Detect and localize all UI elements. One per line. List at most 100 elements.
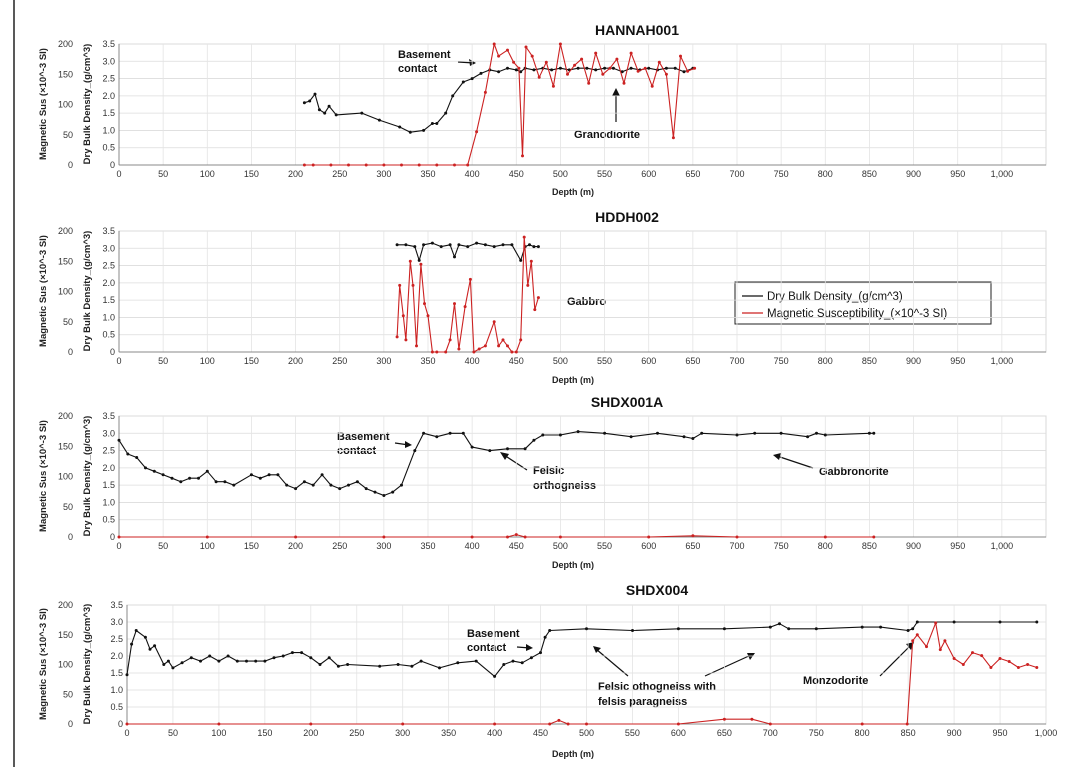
point-density <box>501 243 505 247</box>
point-susceptibility <box>506 344 509 348</box>
x-tick-label: 200 <box>303 728 318 738</box>
point-density <box>466 245 470 249</box>
y-tick-density: 1.5 <box>102 480 115 490</box>
point-susceptibility <box>523 535 527 539</box>
point-density <box>355 480 359 484</box>
point-density <box>506 447 509 451</box>
arrow-felsic-oth-2 <box>704 654 752 677</box>
point-susceptibility <box>679 54 682 58</box>
point-susceptibility <box>430 350 434 354</box>
x-tick-label: 750 <box>774 356 789 366</box>
point-susceptibility <box>457 347 461 351</box>
point-density <box>417 258 421 262</box>
point-susceptibility <box>693 66 697 70</box>
point-susceptibility <box>483 344 487 348</box>
y-tick-density: 2.5 <box>110 634 123 644</box>
point-density <box>214 480 218 484</box>
point-susceptibility <box>401 314 405 318</box>
point-density <box>161 473 165 477</box>
point-susceptibility <box>506 535 509 539</box>
point-density <box>461 431 465 435</box>
annotation-basement-line1: Basement <box>398 49 451 61</box>
x-tick-label: 150 <box>244 541 259 551</box>
x-tick-label: 50 <box>158 541 168 551</box>
y-tick-density: 0.5 <box>102 143 115 153</box>
point-density <box>208 654 212 658</box>
point-density <box>126 452 130 456</box>
point-density <box>911 627 915 631</box>
p2-xlabel: Depth (m) <box>552 560 594 570</box>
point-density <box>347 483 350 487</box>
point-susceptibility <box>551 84 555 88</box>
point-density <box>373 490 377 494</box>
point-density <box>879 625 883 629</box>
x-tick-label: 0 <box>124 728 129 738</box>
point-density <box>318 663 322 666</box>
point-density <box>413 449 417 453</box>
point-density <box>144 466 147 470</box>
y-tick-density: 2.5 <box>102 446 115 456</box>
point-density <box>998 620 1002 624</box>
point-density <box>302 480 306 484</box>
point-susceptibility <box>294 535 298 539</box>
annotation-felsic-oth-line1: Felsic othogneiss with <box>598 681 716 693</box>
x-tick-label: 300 <box>376 541 391 551</box>
x-tick-label: 750 <box>774 169 789 179</box>
point-susceptibility <box>971 651 974 655</box>
point-density <box>488 449 492 453</box>
point-susceptibility <box>415 344 418 348</box>
point-density <box>235 659 239 663</box>
x-tick-label: 400 <box>465 169 480 179</box>
annotation-basement-line2-p2: contact <box>337 445 376 457</box>
arrow-felsic-oth-1 <box>595 648 629 677</box>
point-density <box>543 635 547 639</box>
line-density <box>304 67 694 133</box>
point-density <box>451 94 455 98</box>
y-tick-sus: 200 <box>58 226 73 236</box>
y-tick-sus: 0 <box>68 347 73 357</box>
point-susceptibility <box>475 130 479 134</box>
point-susceptibility <box>522 235 526 239</box>
series-susceptibility <box>302 42 697 167</box>
y-tick-sus: 200 <box>58 411 73 421</box>
point-density <box>691 437 695 440</box>
p3-ylabel-density: Dry Bulk Density_(g/cm^3) <box>82 604 93 725</box>
p0-ylabel-sus: Magnetic Sus (×10^-3 SI) <box>38 48 49 160</box>
point-density <box>130 642 134 646</box>
x-tick-label: 950 <box>950 541 965 551</box>
arrow-gabbronorite <box>776 455 814 469</box>
legend-label-density: Dry Bulk Density_(g/cm^3) <box>767 291 903 303</box>
annotation-basement-contact-p3: Basement contact <box>467 628 520 654</box>
point-susceptibility <box>517 66 521 70</box>
x-tick-label: 500 <box>579 728 594 738</box>
point-susceptibility <box>943 639 947 643</box>
annotation-granodiorite: Granodiorite <box>574 129 640 141</box>
x-tick-label: 300 <box>395 728 410 738</box>
point-density <box>308 99 312 103</box>
x-tick-label: 950 <box>950 356 965 366</box>
series-susceptibility <box>125 621 1039 726</box>
point-density <box>422 243 426 247</box>
point-density <box>620 70 624 74</box>
point-density <box>952 620 956 624</box>
point-susceptibility <box>643 66 647 70</box>
x-tick-label: 150 <box>244 356 259 366</box>
point-susceptibility <box>411 283 415 287</box>
point-susceptibility <box>691 534 695 538</box>
y-tick-sus: 100 <box>58 287 73 297</box>
x-tick-label: 250 <box>332 541 347 551</box>
point-density <box>539 651 542 655</box>
p0-ylabel-density: Dry Bulk Density_(g/cm^3) <box>82 44 93 165</box>
series-susceptibility <box>117 533 876 539</box>
point-density <box>823 433 827 437</box>
point-susceptibility <box>472 350 476 354</box>
point-susceptibility <box>435 350 439 354</box>
arrowhead-felsic-oth-2 <box>747 653 755 660</box>
x-tick-label: 800 <box>818 356 833 366</box>
y-tick-density: 2.5 <box>102 261 115 271</box>
point-susceptibility <box>404 338 408 342</box>
y-tick-density: 0 <box>110 160 115 170</box>
point-susceptibility <box>544 60 548 64</box>
point-susceptibility <box>382 163 386 167</box>
point-density <box>329 483 333 487</box>
